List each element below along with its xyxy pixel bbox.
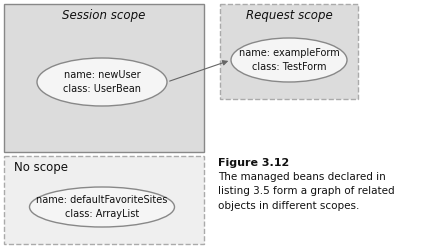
Text: Session scope: Session scope — [62, 8, 146, 22]
Text: class: TestForm: class: TestForm — [252, 62, 326, 72]
Text: class: ArrayList: class: ArrayList — [65, 209, 139, 219]
Text: class: UserBean: class: UserBean — [63, 84, 141, 94]
Ellipse shape — [30, 187, 175, 227]
Ellipse shape — [231, 38, 347, 82]
Text: name: exampleForm: name: exampleForm — [239, 48, 339, 58]
Text: Request scope: Request scope — [246, 8, 333, 22]
FancyBboxPatch shape — [220, 4, 358, 99]
Text: name: newUser: name: newUser — [64, 70, 140, 80]
Ellipse shape — [37, 58, 167, 106]
FancyBboxPatch shape — [4, 4, 204, 152]
Text: No scope: No scope — [14, 160, 68, 173]
Text: name: defaultFavoriteSites: name: defaultFavoriteSites — [36, 195, 168, 205]
Text: Figure 3.12: Figure 3.12 — [218, 158, 289, 168]
Text: The managed beans declared in
listing 3.5 form a graph of related
objects in dif: The managed beans declared in listing 3.… — [218, 172, 395, 211]
FancyBboxPatch shape — [4, 156, 204, 244]
